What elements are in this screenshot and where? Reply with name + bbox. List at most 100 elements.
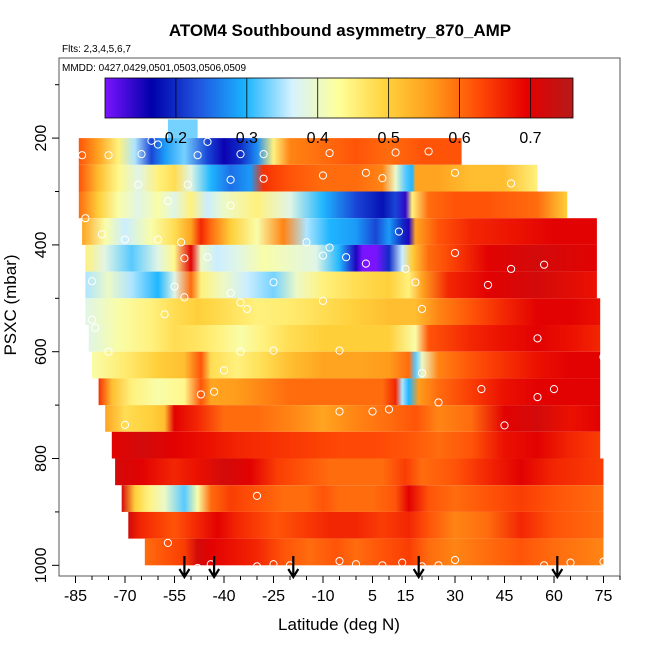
data-marker: [599, 352, 608, 362]
data-marker: [566, 558, 575, 567]
data-marker: [507, 179, 516, 188]
y-tick-label: 1000: [33, 547, 50, 583]
data-marker: [450, 168, 460, 177]
heatmap-layer: [144, 538, 604, 566]
x-tick-label: -55: [163, 588, 186, 605]
x-tick-label: 60: [545, 588, 563, 605]
y-tick-label: 800: [33, 445, 50, 472]
data-marker: [398, 558, 407, 567]
colorbar-tick-label: 0.7: [519, 130, 541, 147]
colorbar: 0.2 0.3 0.4 0.5 0.6 0.7: [104, 77, 574, 147]
heatmap-layers: [78, 119, 604, 566]
data-marker: [335, 407, 344, 416]
data-marker: [335, 556, 344, 566]
data-marker: [163, 538, 172, 547]
data-marker: [180, 254, 189, 263]
measurement-markers: [78, 136, 608, 575]
data-marker: [483, 280, 493, 290]
y-tick-label: 600: [33, 338, 50, 365]
heatmap-layer: [82, 218, 597, 245]
data-marker: [120, 420, 130, 429]
data-marker: [318, 171, 328, 180]
x-tick-label: 45: [496, 588, 514, 605]
data-marker: [394, 227, 403, 236]
data-marker: [226, 201, 235, 210]
data-marker: [507, 264, 516, 274]
data-marker: [477, 384, 486, 394]
data-marker: [549, 384, 559, 394]
x-tick-label: -85: [64, 588, 87, 605]
x-tick-label: -70: [113, 588, 136, 605]
y-axis: 200 400 600 800 1000: [33, 84, 59, 583]
heatmap-layer: [128, 511, 604, 539]
data-marker: [378, 174, 387, 183]
dates-subtitle: MMDD: 0427,0429,0501,0503,0506,0509: [62, 63, 246, 74]
data-marker: [500, 421, 509, 430]
data-marker: [533, 334, 542, 343]
data-marker: [87, 315, 97, 324]
chart-title: ATOM4 Southbound asymmetry_870_AMP: [169, 21, 511, 40]
heatmap-layer: [121, 485, 604, 512]
data-marker: [183, 180, 192, 189]
data-marker: [325, 148, 334, 158]
data-marker: [302, 238, 311, 247]
flight-arrow: [551, 556, 564, 580]
heatmap-layer: [78, 164, 538, 192]
x-axis-label: Latitude (deg N): [278, 615, 400, 634]
heatmap-layer: [85, 298, 601, 326]
x-tick-label: -25: [262, 588, 285, 605]
data-marker: [269, 346, 278, 355]
data-marker: [384, 405, 394, 414]
data-marker: [361, 168, 370, 177]
data-marker: [378, 561, 387, 570]
data-marker: [236, 298, 245, 307]
data-marker: [236, 347, 245, 356]
data-marker: [147, 136, 156, 145]
data-marker: [160, 310, 169, 319]
heatmap-layer: [85, 271, 597, 299]
data-marker: [243, 304, 252, 314]
heatmap-layer: [111, 431, 601, 459]
data-marker: [87, 277, 97, 286]
data-marker: [210, 387, 219, 396]
data-marker: [351, 560, 361, 569]
x-tick-label: 30: [446, 588, 464, 605]
heatmap-layer: [78, 191, 568, 219]
data-marker: [203, 253, 212, 262]
data-marker: [434, 561, 443, 570]
colorbar-tick-label: 0.4: [307, 130, 329, 147]
data-marker: [137, 150, 146, 159]
x-tick-label: -10: [311, 588, 334, 605]
data-marker: [252, 491, 262, 500]
data-marker: [252, 562, 262, 571]
data-marker: [120, 235, 130, 244]
data-marker: [153, 235, 163, 244]
data-marker: [97, 230, 107, 239]
flights-subtitle: Flts: 2,3,4,5,6,7: [62, 44, 131, 55]
heatmap-layer: [78, 138, 462, 165]
data-marker: [153, 140, 163, 149]
flight-arrow: [208, 556, 221, 580]
heatmap-layer: [85, 244, 597, 272]
data-marker: [180, 293, 189, 302]
flight-arrow: [287, 556, 300, 580]
data-marker: [236, 150, 245, 159]
data-marker: [368, 407, 377, 416]
data-marker: [599, 557, 608, 566]
colorbar-tick-label: 0.6: [448, 130, 470, 147]
data-marker: [540, 561, 549, 570]
data-marker: [134, 180, 143, 189]
y-tick-label: 200: [33, 125, 50, 152]
data-marker: [450, 248, 460, 258]
data-marker: [193, 563, 202, 573]
data-marker: [411, 278, 420, 287]
data-marker: [318, 251, 328, 260]
x-axis: -85 -70 -55 -40 -25 -10 5 15 30 45 60 75: [64, 576, 621, 605]
data-marker: [226, 288, 235, 298]
data-marker: [325, 243, 334, 252]
data-marker: [193, 151, 202, 160]
data-marker: [91, 323, 100, 332]
heatmap-layer: [115, 458, 604, 486]
data-marker: [401, 264, 410, 274]
